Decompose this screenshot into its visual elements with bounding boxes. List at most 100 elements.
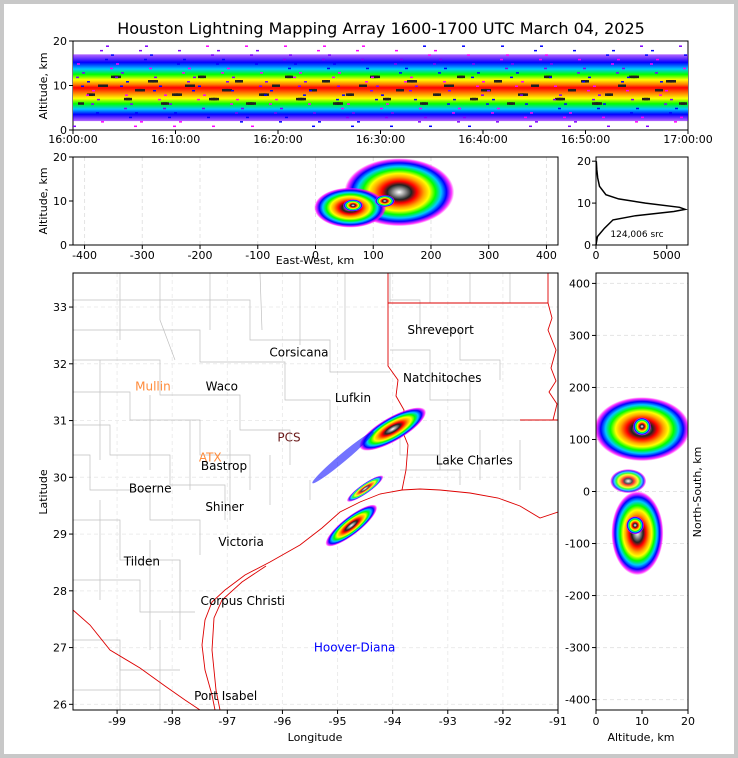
map-basemap [73, 273, 558, 710]
time-scatter-mark [126, 81, 129, 83]
hist-y-tick: 10 [577, 197, 591, 210]
time-scatter-mark [289, 54, 292, 56]
time-scatter-mark [361, 58, 364, 61]
time-scatter-mark [606, 54, 609, 56]
time-core-mark [407, 80, 413, 83]
ew-y-tick: 20 [53, 151, 67, 164]
density-band [73, 54, 688, 122]
ns-y-tick: -300 [565, 642, 590, 655]
time-scatter-mark [540, 45, 543, 47]
time-scatter-mark [120, 85, 123, 87]
time-scatter-mark [178, 49, 181, 52]
time-scatter-mark [603, 103, 606, 105]
time-scatter-mark [101, 121, 104, 123]
time-scatter-mark [81, 85, 84, 87]
time-scatter-mark [77, 63, 80, 65]
time-scatter-mark [607, 125, 610, 128]
time-scatter-mark [409, 89, 412, 92]
time-scatter-mark [351, 125, 354, 128]
map-x-tick: -92 [494, 715, 512, 728]
ns-blob-middle [610, 469, 647, 494]
ew-y-tick: 10 [53, 195, 67, 208]
time-scatter-mark [467, 54, 470, 56]
north-south-panel: 0 10 20 -400 -300 -200 -100 0 100 200 300 400 Alti… [565, 272, 704, 744]
time-scatter-mark [525, 103, 528, 105]
time-core-mark [209, 97, 215, 101]
city-label: Lake Charles [436, 453, 513, 467]
time-scatter-mark [477, 72, 480, 74]
map-y-tick: 28 [53, 585, 67, 598]
time-scatter-mark [641, 116, 644, 119]
time-scatter-mark [352, 112, 355, 114]
time-scatter-mark [328, 54, 331, 56]
time-scatter-mark [134, 125, 137, 128]
time-scatter-mark [202, 107, 205, 110]
city-label: Corpus Christi [201, 594, 286, 608]
time-x-tick: 16:00:00 [48, 133, 97, 146]
time-core-mark [346, 93, 352, 96]
ew-y-ticks: 0 10 20 [53, 151, 73, 252]
time-scatter-mark [448, 89, 451, 92]
ns-grid [596, 282, 688, 701]
time-scatter-mark [545, 54, 548, 56]
time-scatter-mark [221, 72, 224, 74]
time-scatter-mark [304, 81, 307, 83]
hist-y-ticks: 0 10 20 [577, 155, 596, 252]
time-scatter-mark [149, 67, 152, 70]
time-scatter-mark [578, 58, 581, 61]
time-scatter-mark [669, 112, 672, 114]
map-x-ticks: -99 -98 -97 -96 -95 -94 -93 -92 -91 [108, 710, 567, 728]
time-scatter-mark [463, 116, 466, 119]
time-scatter-mark [423, 45, 426, 47]
time-scatter-mark [342, 94, 345, 96]
map-panel-frame [72, 272, 559, 711]
time-core-mark [78, 102, 84, 105]
time-scatter-mark [362, 45, 365, 47]
ns-y-tick: -400 [565, 694, 590, 707]
time-scatter-mark [106, 45, 109, 47]
ew-x-label: East-West, km [276, 254, 354, 267]
time-scatter-mark [611, 63, 614, 65]
ns-x-label: Altitude, km [607, 731, 674, 744]
ns-density [596, 397, 688, 576]
time-core-mark [457, 75, 463, 79]
time-scatter-mark [410, 76, 413, 79]
time-scatter-mark [452, 112, 455, 114]
city-label: ATX [199, 450, 222, 464]
time-scatter-mark [182, 72, 185, 74]
time-scatter-mark [294, 63, 297, 65]
time-scatter-mark [428, 54, 431, 56]
time-scatter-mark [285, 116, 288, 119]
time-scatter-mark [476, 85, 479, 87]
time-scatter-mark [293, 76, 296, 79]
state-and-coast-lines [73, 273, 558, 710]
time-scatter-mark [235, 112, 238, 114]
ew-y-label: Altitude, km [37, 167, 50, 234]
city-labels: Shreveport Corsicana Mullin Waco Natchitoche… [123, 323, 513, 703]
time-scatter-mark [187, 81, 190, 83]
time-core-mark [433, 93, 439, 96]
time-scatter-mark [116, 63, 119, 65]
map-density [312, 407, 427, 547]
time-scatter-mark [371, 76, 374, 79]
time-x-tick: 17:00:00 [663, 133, 712, 146]
time-core-mark [396, 88, 402, 92]
time-density-band [73, 45, 688, 128]
time-core-mark [629, 75, 635, 79]
time-scatter-mark [198, 85, 201, 87]
time-scatter-mark [660, 81, 663, 83]
plan-view-panel: Shreveport Corsicana Mullin Waco Natchitoche… [37, 272, 567, 744]
time-scatter-mark [510, 76, 513, 79]
ns-y-ticks: -400 -300 -200 -100 0 100 200 300 400 [565, 277, 596, 707]
time-scatter-mark [375, 98, 378, 101]
time-scatter-mark [327, 67, 330, 70]
hist-line [595, 161, 689, 246]
time-scatter-mark [646, 125, 649, 128]
hist-x-ticks: 0 5000 [593, 245, 681, 262]
time-scatter-mark [636, 107, 639, 110]
ew-x-tick: 300 [478, 249, 499, 262]
time-y-tick: 20 [53, 35, 67, 48]
map-x-label: Longitude [288, 731, 343, 744]
time-x-tick: 16:50:00 [561, 133, 610, 146]
